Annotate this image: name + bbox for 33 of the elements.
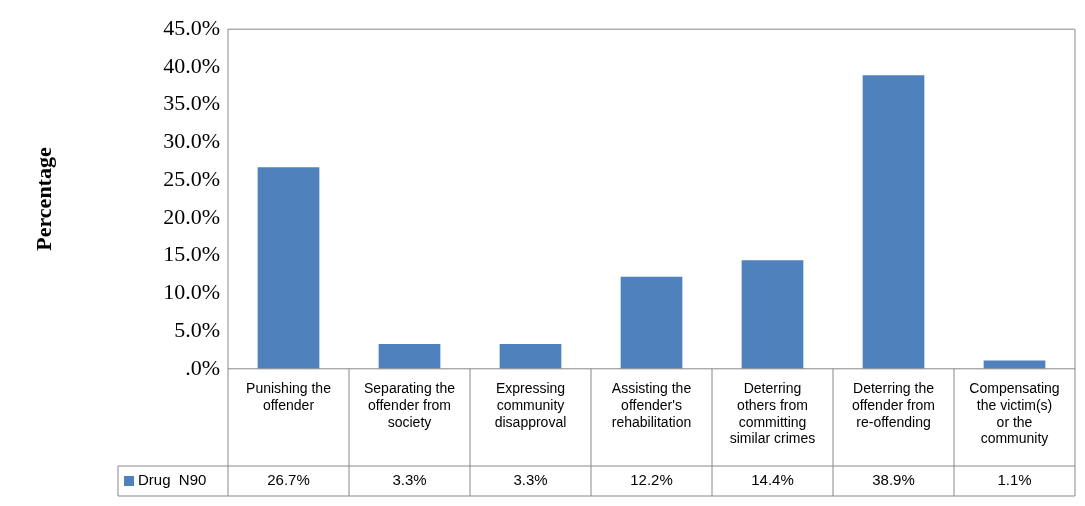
x-tick-label: Compensating the victim(s) or the community: [969, 380, 1060, 447]
bar: [741, 260, 804, 369]
x-tick-label: Assisting the offender's rehabilitation: [611, 380, 692, 430]
data-label: 26.7%: [267, 471, 310, 489]
data-label: 1.1%: [997, 471, 1032, 489]
y-tick-label: 40.0%: [163, 52, 220, 78]
x-tick-label: Punishing the offender: [246, 380, 332, 413]
y-tick-label: 30.0%: [163, 128, 220, 154]
y-tick-label: .0%: [185, 354, 220, 380]
x-tick-label: Deterring the offender from re-offending: [851, 380, 936, 430]
data-label: 14.4%: [751, 471, 794, 489]
x-tick-label: Separating the offender from society: [363, 380, 456, 430]
y-tick-label: 25.0%: [163, 165, 220, 191]
bar: [257, 167, 320, 369]
data-label: 38.9%: [872, 471, 915, 489]
data-label: 3.3%: [513, 471, 548, 489]
data-label: 3.3%: [392, 471, 427, 489]
bar: [862, 75, 925, 369]
bar: [620, 276, 683, 369]
bar: [499, 343, 562, 369]
bar: [378, 343, 441, 369]
y-tick-label: 10.0%: [163, 279, 220, 305]
legend-label: Drug N90: [138, 471, 207, 489]
y-tick-label: 45.0%: [163, 14, 220, 40]
y-tick-label: 20.0%: [163, 203, 220, 229]
y-axis-title: Percentage: [30, 147, 56, 251]
y-tick-label: 15.0%: [163, 241, 220, 267]
bar: [983, 360, 1046, 369]
y-tick-label: 35.0%: [163, 90, 220, 116]
y-tick-label: 5.0%: [174, 316, 220, 342]
x-tick-label: Expressing community disapproval: [494, 380, 567, 430]
x-tick-label: Deterring others from committing similar crimes: [729, 380, 816, 447]
data-label: 12.2%: [630, 471, 673, 489]
